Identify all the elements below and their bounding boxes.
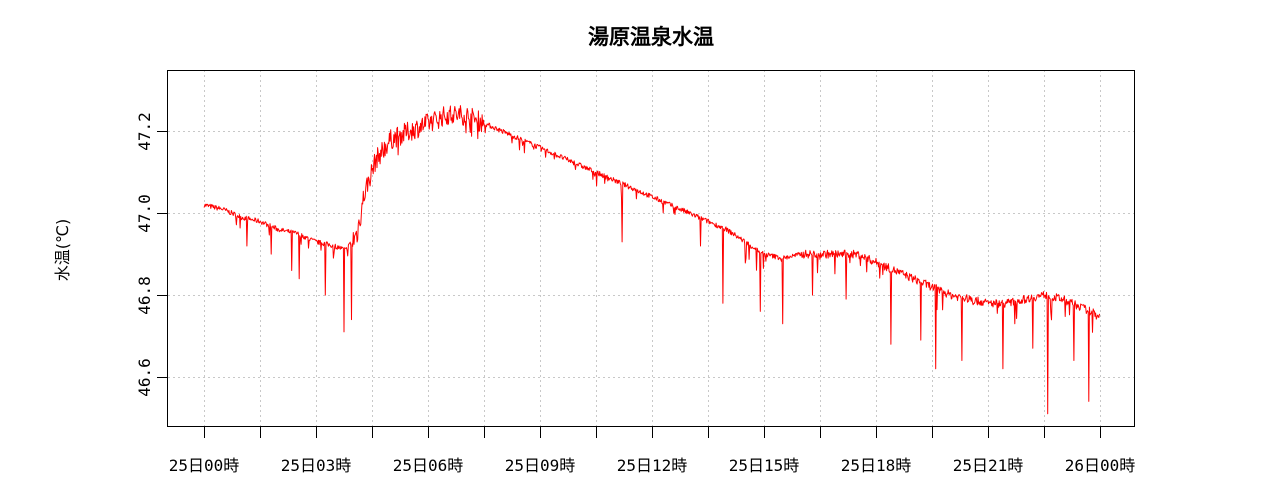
series-group (203, 105, 1101, 415)
x-tick-label: 25日18時 (841, 456, 912, 475)
y-axis-title: 水温(℃) (53, 219, 72, 281)
temperature-series-line (203, 105, 1101, 415)
x-tick-label: 25日12時 (617, 456, 688, 475)
x-tick-label: 25日21時 (953, 456, 1024, 475)
x-axis: 25日00時 25日03時 25日06時 25日09時 25日12時 25日15時 25日1… (169, 427, 1136, 475)
y-tick-label: 47.0 (135, 194, 154, 233)
y-tick-label: 47.2 (135, 112, 154, 151)
x-tick-label: 26日00時 (1065, 456, 1136, 475)
x-tick-label: 25日15時 (729, 456, 800, 475)
y-tick-label: 46.6 (135, 358, 154, 397)
y-tick-label: 46.8 (135, 276, 154, 315)
x-tick-label: 25日09時 (505, 456, 576, 475)
x-tick-label: 25日03時 (281, 456, 352, 475)
x-tick-label: 25日06時 (393, 456, 464, 475)
grid-lines (168, 70, 1134, 426)
chart-title: 湯原温泉水温 (588, 25, 714, 49)
y-axis: 46.6 46.8 47.0 47.2 (135, 112, 167, 397)
plot-frame (167, 70, 1135, 427)
x-tick-label: 25日00時 (169, 456, 240, 475)
